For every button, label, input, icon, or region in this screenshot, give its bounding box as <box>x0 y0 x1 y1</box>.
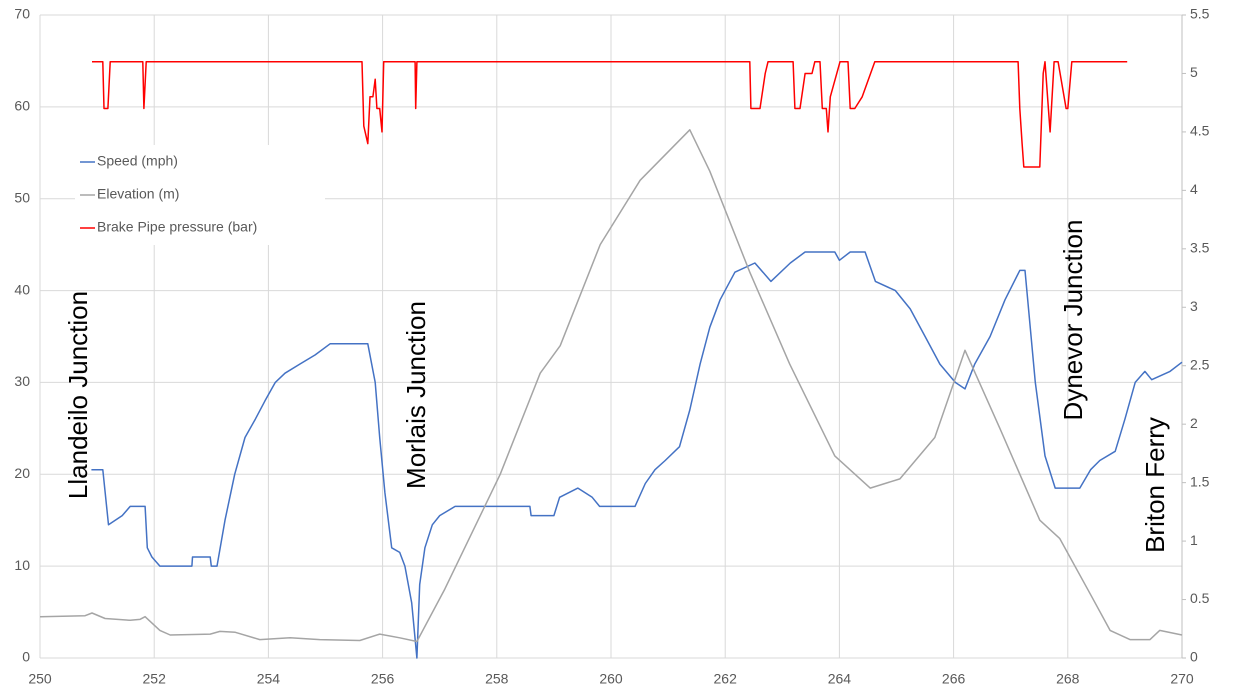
series-line <box>91 251 1183 659</box>
x-tick-label: 264 <box>828 671 852 687</box>
y2-tick-label: 0 <box>1190 649 1198 665</box>
legend-label: Brake Pipe pressure (bar) <box>97 219 257 235</box>
annotation: Briton Ferry <box>1140 417 1170 553</box>
y-tick-label: 60 <box>14 98 30 114</box>
y-tick-label: 70 <box>14 6 30 22</box>
annotation: Llandeilo Junction <box>63 291 93 499</box>
y-tick-label: 30 <box>14 373 30 389</box>
y2-tick-label: 2 <box>1190 415 1198 431</box>
x-tick-label: 270 <box>1170 671 1194 687</box>
y2-tick-label: 5.5 <box>1190 6 1210 22</box>
y2-tick-label: 4.5 <box>1190 123 1210 139</box>
y-tick-label: 0 <box>22 649 30 665</box>
y-tick-label: 40 <box>14 281 30 297</box>
y2-tick-label: 0.5 <box>1190 590 1210 606</box>
legend-box <box>75 145 325 245</box>
x-tick-label: 260 <box>599 671 623 687</box>
x-tick-label: 268 <box>1056 671 1080 687</box>
x-tick-label: 258 <box>485 671 509 687</box>
y-tick-label: 10 <box>14 557 30 573</box>
annotation: Dynevor Junction <box>1058 220 1088 421</box>
y2-tick-label: 2.5 <box>1190 356 1210 372</box>
y2-tick-label: 4 <box>1190 181 1198 197</box>
x-tick-label: 256 <box>371 671 395 687</box>
x-tick-label: 254 <box>257 671 281 687</box>
x-tick-label: 266 <box>942 671 966 687</box>
annotation: Morlais Junction <box>401 301 431 489</box>
x-tick-label: 250 <box>28 671 52 687</box>
x-tick-label: 252 <box>143 671 167 687</box>
y-tick-label: 20 <box>14 465 30 481</box>
y2-tick-label: 1.5 <box>1190 473 1210 489</box>
y-tick-label: 50 <box>14 189 30 205</box>
y2-tick-label: 5 <box>1190 64 1198 80</box>
y2-tick-label: 3.5 <box>1190 240 1210 256</box>
legend-label: Elevation (m) <box>97 186 179 202</box>
y2-tick-label: 3 <box>1190 298 1198 314</box>
x-tick-label: 262 <box>714 671 738 687</box>
series-line <box>39 129 1183 643</box>
legend-label: Speed (mph) <box>97 153 178 169</box>
y2-tick-label: 1 <box>1190 532 1198 548</box>
series-line <box>92 61 1128 168</box>
